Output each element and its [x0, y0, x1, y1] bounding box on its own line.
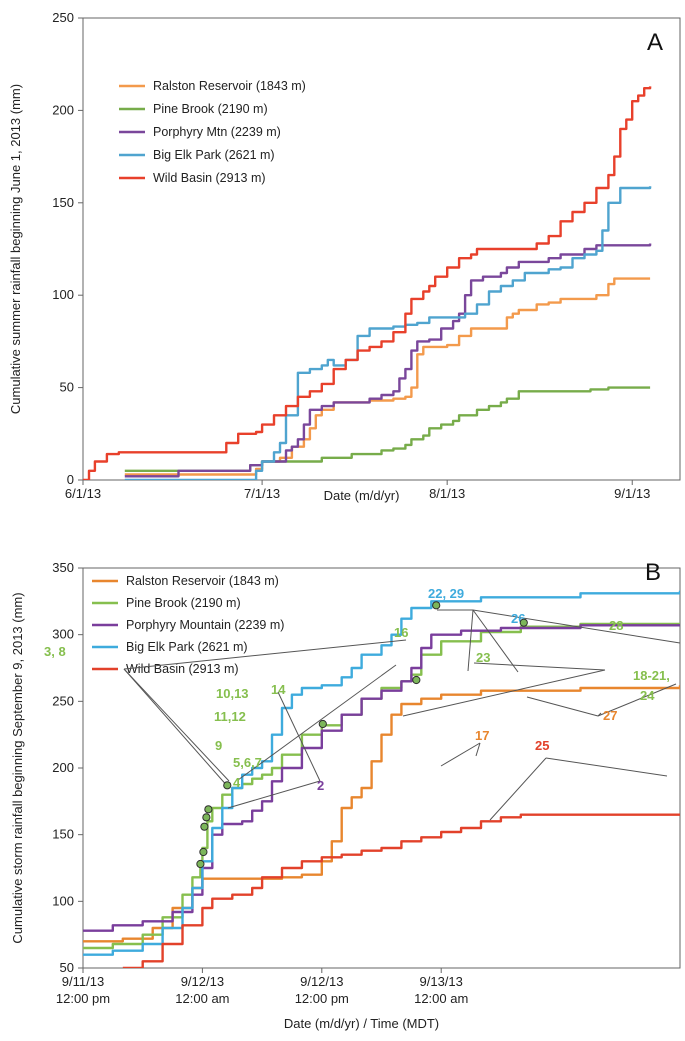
data-marker	[519, 618, 528, 627]
y-tick-label: 300	[52, 627, 74, 642]
x-tick-label-2: 12:00 pm	[295, 991, 349, 1006]
leader-line	[475, 742, 481, 757]
leader-line	[473, 662, 606, 671]
panel-label: A	[647, 29, 663, 56]
station-annotation: 11,12	[214, 709, 246, 724]
chart-panel-B: 50 100 150 200 250 300 350 9/11/13 12:00 pm 9/12/…	[10, 559, 681, 1031]
series-line-2	[124, 243, 652, 478]
legend-entry: Porphyry Mountain (2239 m)	[126, 618, 284, 632]
data-marker	[204, 805, 213, 814]
x-tick-label: 9/11/13	[62, 974, 104, 989]
series-line-0	[124, 277, 651, 476]
legend-entry: Big Elk Park (2621 m)	[126, 640, 248, 654]
y-tick-label: 100	[52, 287, 74, 302]
series-line-1	[124, 386, 651, 472]
x-tick-label-2: 12:00 pm	[56, 991, 110, 1006]
leader-line	[472, 609, 681, 644]
plot-frame	[82, 17, 681, 481]
legend-entry: Pine Brook (2190 m)	[126, 596, 241, 610]
legend-entry: Ralston Reservoir (1843 m)	[126, 574, 279, 588]
station-annotation: 9	[215, 738, 222, 753]
station-annotation: 10,13	[216, 686, 249, 701]
series-line-4	[122, 813, 680, 968]
station-annotation: 25	[535, 738, 549, 753]
leader-line	[402, 669, 606, 717]
x-tick-label: 9/1/13	[614, 486, 650, 501]
legend-entry: Pine Brook (2190 m)	[153, 102, 268, 116]
station-annotation: 4	[233, 775, 241, 790]
data-marker	[202, 813, 211, 822]
data-marker	[223, 781, 232, 790]
station-annotation: 27	[603, 708, 617, 723]
station-annotation: 5,6,7	[233, 755, 262, 770]
y-axis-label: Cumulative storm rainfall beginning Sept…	[10, 592, 25, 943]
x-tick-label: 9/12/13	[181, 974, 224, 989]
x-axis-label: Date (m/d/yr)	[324, 488, 400, 503]
station-annotation: 23	[476, 650, 490, 665]
data-marker	[432, 601, 441, 610]
station-annotation: 24	[640, 688, 655, 703]
legend-entry: Wild Basin (2913 m)	[126, 662, 239, 676]
leader-line	[597, 683, 677, 717]
series-line-2	[83, 624, 680, 932]
station-annotation: 17	[475, 728, 489, 743]
x-axis-label: Date (m/d/yr) / Time (MDT)	[284, 1016, 439, 1031]
x-tick-label: 9/12/13	[300, 974, 343, 989]
station-annotation: 3, 8	[44, 644, 66, 659]
legend-entry: Big Elk Park (2621 m)	[153, 148, 275, 162]
y-tick-label: 200	[52, 760, 74, 775]
legend-entry: Porphyry Mtn (2239 m)	[153, 125, 281, 139]
data-marker	[199, 847, 208, 857]
y-tick-label: 200	[52, 102, 74, 117]
panel-label: B	[645, 559, 661, 586]
leader-line	[123, 668, 230, 782]
legend-entry: Ralston Reservoir (1843 m)	[153, 79, 306, 93]
series-line-4	[83, 86, 652, 480]
y-tick-label: 100	[52, 893, 74, 908]
leader-line	[467, 609, 474, 672]
leader-line	[277, 691, 321, 782]
x-tick-label-2: 12:00 am	[175, 991, 229, 1006]
y-tick-label: 0	[67, 472, 74, 487]
station-annotation: 14	[271, 682, 286, 697]
y-tick-label: 150	[52, 195, 74, 210]
x-tick-label: 8/1/13	[429, 486, 465, 501]
station-annotation: 28	[609, 618, 623, 633]
series-line-3	[83, 590, 680, 956]
series-line-3	[124, 186, 652, 480]
y-tick-label: 250	[52, 10, 74, 25]
leader-line	[526, 696, 599, 717]
y-tick-label: 150	[52, 827, 74, 842]
chart-panel-A: 0 50 100 150 200 250 6/1/13 7/1/13 8/1/13 9/1/13 D…	[8, 10, 681, 503]
leader-line	[237, 664, 397, 781]
leader-line	[227, 780, 321, 809]
legend-box	[117, 70, 463, 194]
leader-line	[123, 639, 407, 670]
x-tick-label-2: 12:00 am	[414, 991, 468, 1006]
x-tick-label: 7/1/13	[244, 486, 280, 501]
data-marker	[196, 859, 205, 869]
leader-line	[545, 757, 668, 777]
y-tick-label: 250	[52, 693, 74, 708]
legend-entry: Wild Basin (2913 m)	[153, 171, 266, 185]
leader-line	[123, 668, 230, 789]
station-annotation: 22, 29	[428, 586, 464, 601]
leader-line	[472, 609, 519, 673]
x-tick-label: 9/13/13	[420, 974, 463, 989]
y-tick-label: 50	[60, 380, 74, 395]
station-annotation: 18-21,	[633, 668, 670, 683]
y-axis-label: Cumulative summer rainfall beginning Jun…	[8, 84, 23, 414]
data-marker	[412, 675, 421, 685]
x-tick-label: 6/1/13	[65, 486, 101, 501]
leader-line	[489, 757, 547, 821]
leader-line	[440, 742, 481, 767]
y-tick-label: 350	[52, 560, 74, 575]
data-marker	[200, 822, 209, 831]
station-annotation: 16	[394, 625, 408, 640]
station-annotation: 2	[317, 778, 324, 793]
data-marker	[318, 719, 327, 729]
y-tick-label: 50	[60, 960, 74, 975]
